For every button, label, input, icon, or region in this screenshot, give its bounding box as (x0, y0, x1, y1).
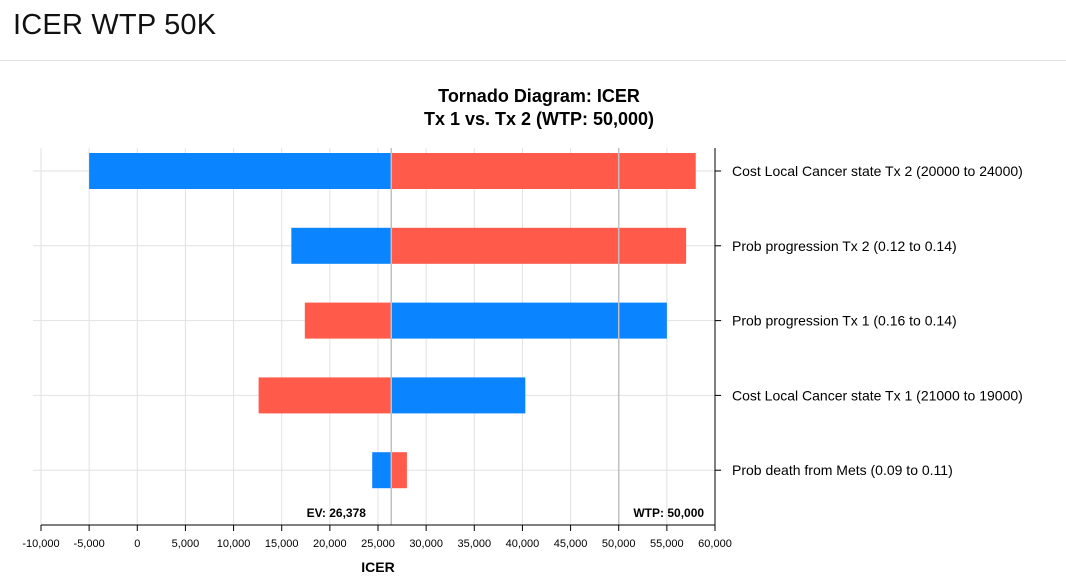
x-tick-label: 35,000 (457, 538, 491, 550)
row-label: Prob death from Mets (0.09 to 0.11) (732, 462, 953, 478)
bar-high-segment (391, 227, 687, 264)
x-axis-title: ICER (361, 559, 394, 575)
bar-high-segment (391, 302, 667, 339)
chart-title-group: Tornado Diagram: ICER Tx 1 vs. Tx 2 (WTP… (424, 86, 654, 129)
x-tick-label: 40,000 (506, 538, 540, 550)
bar-high-segment (391, 153, 696, 189)
bar-low-segment (89, 153, 392, 189)
x-tick-label: -10,000 (22, 538, 59, 550)
row-label: Prob progression Tx 1 (0.16 to 0.14) (732, 313, 957, 329)
bar-low-segment (291, 227, 392, 264)
x-tick-label: 20,000 (313, 538, 347, 550)
x-axis: -10,000 -5,000 0 5,000 10,000 15,000 20,000 25,… (22, 524, 732, 550)
x-tick-label: 55,000 (650, 538, 684, 550)
bar-low-segment (258, 377, 392, 414)
x-tick-label: 25,000 (361, 538, 395, 550)
bar-high-segment (391, 452, 407, 489)
x-tick-label: 45,000 (554, 538, 588, 550)
row-label: Prob progression Tx 2 (0.12 to 0.14) (732, 238, 957, 254)
chart-subtitle: Tx 1 vs. Tx 2 (WTP: 50,000) (424, 109, 654, 129)
row-label: Cost Local Cancer state Tx 2 (20000 to 2… (732, 163, 1023, 179)
x-tick-label: 5,000 (172, 538, 200, 550)
row-labels: Cost Local Cancer state Tx 2 (20000 to 2… (714, 148, 1023, 525)
page-header: ICER WTP 50K (0, 0, 1066, 61)
reference-lines: EV: 26,378 WTP: 50,000 (307, 148, 704, 525)
bar-low-segment (304, 302, 392, 339)
wtp-label: WTP: 50,000 (633, 506, 704, 520)
bar-layer (89, 153, 696, 489)
x-tick-label: 15,000 (265, 538, 299, 550)
row-label: Cost Local Cancer state Tx 1 (21000 to 1… (732, 387, 1023, 403)
page-title: ICER WTP 50K (13, 9, 217, 41)
x-tick-label: 60,000 (698, 538, 732, 550)
ev-label: EV: 26,378 (307, 506, 367, 520)
x-tick-label: 0 (134, 538, 140, 550)
x-tick-label: -5,000 (74, 538, 105, 550)
bar-high-segment (391, 377, 526, 414)
x-tick-label: 10,000 (217, 538, 251, 550)
x-tick-label: 30,000 (409, 538, 443, 550)
bar-low-segment (372, 452, 392, 489)
chart-title: Tornado Diagram: ICER (438, 86, 640, 106)
x-tick-label: 50,000 (602, 538, 636, 550)
